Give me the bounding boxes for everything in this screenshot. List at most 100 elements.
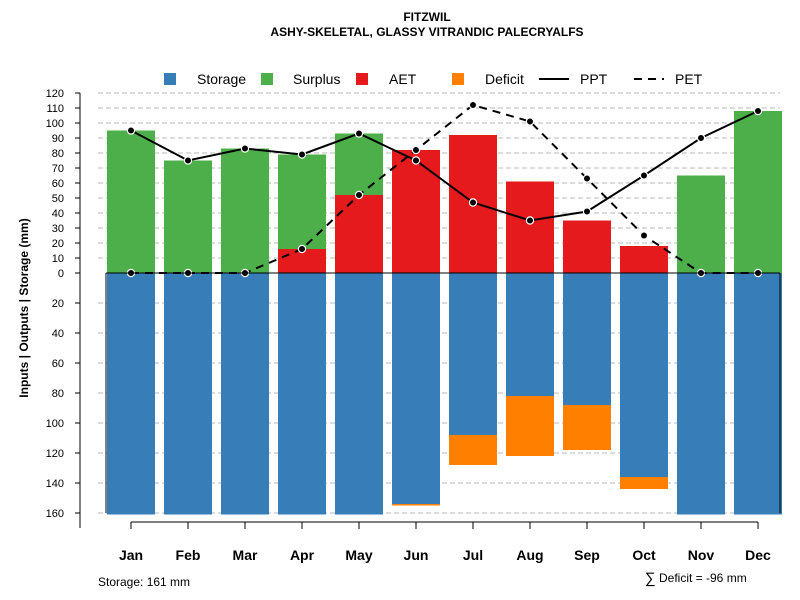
y-tick-label: 30: [52, 223, 64, 235]
surplus-bar: [335, 133, 383, 195]
chart-title: FITZWIL: [403, 10, 450, 24]
legend-label: Storage: [197, 71, 246, 87]
y-tick-label: 40: [52, 328, 64, 340]
y-tick-label: 0: [58, 268, 64, 280]
x-tick-label: Jan: [119, 547, 143, 563]
y-tick-label: 120: [46, 88, 64, 100]
axes: 0 10 20 30 40 50 60 70 80 90 100 110 120 20 40 60 80 100 1…: [46, 88, 781, 563]
legend-swatch: [164, 73, 176, 85]
surplus-bar: [278, 154, 326, 249]
deficit-bar: [392, 504, 440, 506]
storage-bar: [620, 273, 668, 477]
x-tick-label: Jun: [404, 547, 429, 563]
x-tick-label: Mar: [233, 547, 258, 563]
storage-bar: [506, 273, 554, 396]
y-tick-label: 20: [52, 238, 64, 250]
chart-subtitle: ASHY-SKELETAL, GLASSY VITRANDIC PALECRYA…: [270, 25, 583, 39]
x-tick-label: May: [345, 547, 372, 563]
storage-bar: [164, 273, 212, 515]
legend-label: PET: [675, 71, 703, 87]
pet-point: [297, 244, 307, 254]
y-tick-label: 100: [46, 118, 64, 130]
ppt-point: [525, 216, 535, 225]
x-tick-label: Nov: [688, 547, 715, 563]
storage-bar: [335, 273, 383, 515]
y-tick-label: 60: [52, 358, 64, 370]
x-tick-label: Oct: [632, 547, 656, 563]
pet-point: [525, 117, 535, 126]
ppt-point: [297, 150, 307, 159]
y-tick-label: 160: [46, 508, 64, 520]
legend-swatch: [261, 73, 273, 85]
ppt-point: [582, 207, 592, 216]
pet-point: [354, 190, 364, 200]
storage-bar: [107, 273, 155, 515]
legend-swatch: [356, 73, 368, 85]
y-tick-label: 40: [52, 208, 64, 220]
ppt-line: [130, 110, 759, 222]
deficit-bar: [506, 396, 554, 456]
surplus-bar: [734, 111, 782, 273]
ppt-point: [354, 129, 364, 138]
y-axis-label: Inputs | Outputs | Storage (mm): [17, 218, 31, 397]
x-tick-label: Apr: [290, 547, 315, 563]
legend-label: AET: [389, 71, 417, 87]
ppt-point: [240, 144, 250, 153]
aet-bar: [620, 246, 668, 273]
y-tick-label: 80: [52, 148, 64, 160]
x-tick-label: Dec: [745, 547, 771, 563]
aet-bar: [506, 181, 554, 273]
deficit-bar: [563, 405, 611, 450]
y-tick-label: 80: [52, 388, 64, 400]
y-tick-label: 20: [52, 298, 64, 310]
legend: Storage Surplus AET Deficit PPT PET: [164, 71, 703, 87]
ppt-point: [753, 106, 763, 116]
legend-label: Deficit: [485, 71, 524, 87]
y-tick-label: 140: [46, 478, 64, 490]
surplus-bar: [677, 175, 725, 273]
ppt-point: [411, 156, 421, 165]
deficit-sum-symbol: ∑: [645, 570, 656, 587]
storage-bar: [734, 273, 782, 515]
storage-bar: [563, 273, 611, 405]
ppt-point: [126, 126, 136, 135]
y-tick-label: 120: [46, 448, 64, 460]
x-tick-label: Sep: [574, 547, 600, 563]
pet-point: [411, 145, 421, 155]
legend-swatch: [452, 73, 464, 85]
y-tick-label: 60: [52, 178, 64, 190]
pet-point: [639, 231, 649, 240]
x-tick-label: Jul: [463, 547, 483, 563]
pet-point: [582, 174, 592, 183]
surplus-bar: [107, 130, 155, 273]
y-tick-label: 70: [52, 163, 64, 175]
legend-label: PPT: [580, 71, 608, 87]
y-tick-label: 90: [52, 133, 64, 145]
legend-label: Surplus: [293, 71, 340, 87]
storage-bar: [221, 273, 269, 515]
storage-bar: [449, 273, 497, 435]
x-tick-label: Feb: [176, 547, 201, 563]
deficit-note: Deficit = -96 mm: [659, 571, 747, 585]
aet-bar: [392, 150, 440, 273]
y-tick-label: 10: [52, 253, 64, 265]
y-tick-label: 50: [52, 193, 64, 205]
storage-note: Storage: 161 mm: [98, 575, 190, 589]
deficit-bar: [620, 477, 668, 489]
surplus-bar: [164, 160, 212, 273]
storage-bar: [677, 273, 725, 515]
bar-layer: [107, 111, 782, 515]
ppt-point: [468, 198, 478, 207]
pet-point: [468, 100, 478, 110]
storage-bar: [392, 273, 440, 504]
aet-bar: [335, 195, 383, 273]
y-tick-label: 100: [46, 418, 64, 430]
ppt-point: [183, 156, 193, 165]
deficit-bar: [449, 435, 497, 465]
surplus-bar: [221, 148, 269, 273]
aet-bar: [563, 220, 611, 273]
x-tick-label: Aug: [516, 547, 543, 563]
storage-bar: [278, 273, 326, 515]
y-tick-label: 110: [46, 103, 64, 115]
